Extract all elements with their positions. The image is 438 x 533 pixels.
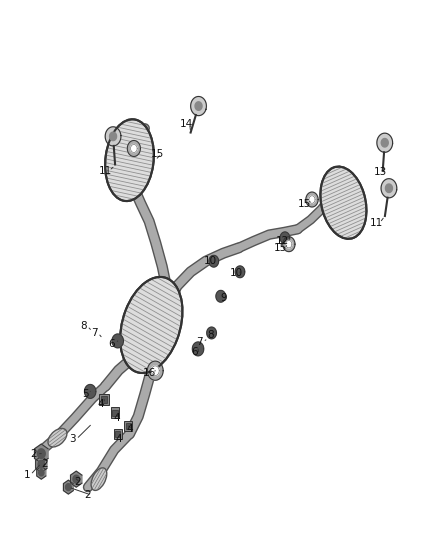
Text: 11: 11 [370,218,383,228]
Bar [99,393,109,405]
Text: 10: 10 [204,256,217,266]
Text: 4: 4 [115,434,122,445]
Polygon shape [35,456,47,472]
Text: 15: 15 [151,149,165,159]
Polygon shape [131,144,137,152]
Polygon shape [192,342,204,356]
Ellipse shape [48,429,67,447]
Bar [111,407,120,418]
Text: 6: 6 [109,338,115,349]
Polygon shape [209,255,219,267]
Polygon shape [381,179,397,198]
Polygon shape [71,471,82,487]
Bar [101,396,107,403]
Bar [115,431,120,437]
Polygon shape [127,141,141,157]
Polygon shape [286,240,292,248]
Text: 10: 10 [230,268,243,278]
Bar [113,409,118,416]
Polygon shape [85,384,96,398]
Text: 15: 15 [297,199,311,209]
Bar [124,421,132,431]
Text: 11: 11 [99,166,112,176]
Text: 5: 5 [82,389,89,399]
Text: 15: 15 [273,243,287,253]
Polygon shape [381,139,388,147]
Polygon shape [38,461,45,469]
Text: 4: 4 [126,424,133,434]
Text: 12: 12 [276,236,289,246]
Bar [113,429,122,439]
Polygon shape [152,366,159,375]
Text: 2: 2 [85,490,92,500]
Text: 2: 2 [30,449,37,458]
Text: 7: 7 [91,328,98,338]
Polygon shape [112,334,124,348]
Polygon shape [216,290,226,302]
Polygon shape [39,470,44,476]
Text: 14: 14 [180,119,193,129]
Text: 2: 2 [41,459,48,469]
Text: 3: 3 [69,434,76,445]
Text: 2: 2 [74,478,81,487]
Polygon shape [235,266,245,278]
Polygon shape [306,192,318,207]
Polygon shape [35,444,48,463]
Text: 4: 4 [98,399,104,409]
Polygon shape [64,480,73,494]
Polygon shape [66,483,71,490]
Text: 1: 1 [24,470,30,480]
Text: 13: 13 [374,167,387,177]
Text: 9: 9 [220,293,227,303]
Polygon shape [377,133,392,152]
Polygon shape [191,96,206,116]
Ellipse shape [91,468,107,490]
Text: 16: 16 [142,368,156,378]
Text: 7: 7 [196,337,203,347]
Text: 6: 6 [192,346,198,357]
Polygon shape [73,475,80,483]
Text: 4: 4 [113,413,120,423]
Polygon shape [385,184,392,192]
Polygon shape [280,232,290,244]
Ellipse shape [120,277,183,373]
Ellipse shape [105,119,154,201]
Bar [126,423,131,429]
Polygon shape [283,237,295,252]
Text: 8: 8 [80,321,87,331]
Polygon shape [309,196,315,203]
Ellipse shape [321,167,367,239]
Polygon shape [37,449,45,458]
Polygon shape [110,132,117,141]
Polygon shape [105,127,121,146]
Polygon shape [148,361,163,380]
Text: 8: 8 [207,329,214,340]
Polygon shape [195,102,202,110]
Polygon shape [207,327,216,339]
Polygon shape [37,466,46,479]
